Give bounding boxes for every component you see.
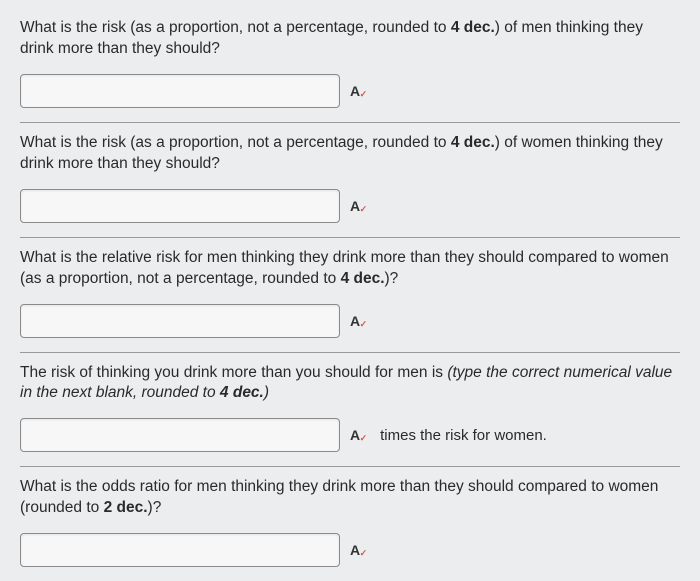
spellcheck-icon[interactable]: A [350, 427, 362, 443]
answer-row: A [20, 304, 680, 338]
question-block: What is the risk (as a proportion, not a… [20, 123, 680, 238]
answer-input[interactable] [20, 533, 340, 567]
question-block: What is the relative risk for men thinki… [20, 238, 680, 353]
spellcheck-icon[interactable]: A [350, 198, 362, 214]
question-block: What is the odds ratio for men thinking … [20, 467, 680, 581]
answer-input[interactable] [20, 304, 340, 338]
spellcheck-icon[interactable]: A [350, 313, 362, 329]
question-block: What is the risk (as a proportion, not a… [20, 8, 680, 123]
question-prompt: What is the odds ratio for men thinking … [20, 477, 680, 519]
answer-input[interactable] [20, 74, 340, 108]
question-block: The risk of thinking you drink more than… [20, 353, 680, 468]
quiz-container: What is the risk (as a proportion, not a… [20, 8, 680, 581]
answer-input[interactable] [20, 418, 340, 452]
answer-row: A [20, 74, 680, 108]
answer-row: A [20, 533, 680, 567]
answer-row: Atimes the risk for women. [20, 418, 680, 452]
spellcheck-icon[interactable]: A [350, 542, 362, 558]
answer-input[interactable] [20, 189, 340, 223]
question-prompt: The risk of thinking you drink more than… [20, 363, 680, 405]
answer-suffix-text: times the risk for women. [380, 427, 547, 444]
question-prompt: What is the risk (as a proportion, not a… [20, 133, 680, 175]
answer-row: A [20, 189, 680, 223]
spellcheck-icon[interactable]: A [350, 83, 362, 99]
question-prompt: What is the relative risk for men thinki… [20, 248, 680, 290]
question-prompt: What is the risk (as a proportion, not a… [20, 18, 680, 60]
